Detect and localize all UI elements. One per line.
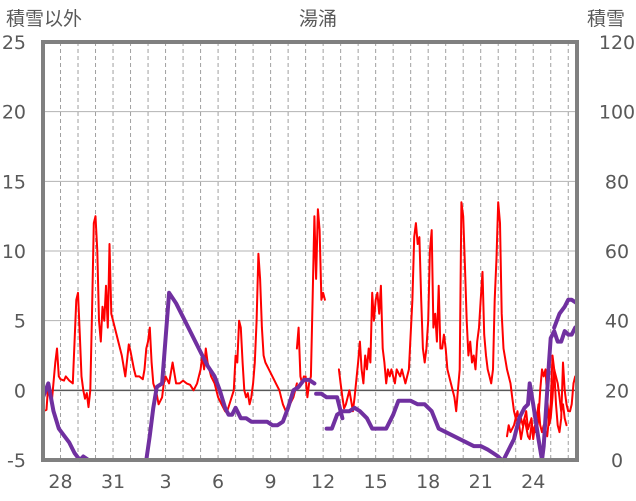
- right-axis-label: 積雪: [587, 8, 625, 30]
- x-tick-label: 21: [469, 471, 493, 493]
- x-tick-label: 9: [265, 471, 277, 493]
- x-tick-label: 28: [48, 471, 72, 493]
- left-tick-label: 5: [14, 311, 26, 333]
- series-snow-depth: [41, 290, 579, 462]
- left-tick-label: 25: [2, 32, 26, 54]
- x-tick-label: 15: [364, 471, 388, 493]
- x-tick-label: 12: [311, 471, 335, 493]
- series-line-segment: [304, 208, 326, 399]
- right-tick-label: 0: [611, 450, 623, 472]
- series-line-segment: [295, 326, 305, 385]
- x-tick-label: 3: [160, 471, 172, 493]
- left-tick-label: -5: [7, 450, 26, 472]
- series-layer: [41, 201, 579, 462]
- left-axis-label: 積雪以外: [6, 8, 82, 30]
- x-tick-label: 31: [101, 471, 125, 493]
- x-axis-ticks: 28 31 3 6 9 12 15 18 21 24: [48, 471, 545, 493]
- series-line-segment: [42, 215, 298, 414]
- right-tick-label: 120: [599, 32, 635, 54]
- left-tick-label: 15: [2, 171, 26, 193]
- series-line-segment: [314, 391, 345, 421]
- series-line-segment: [41, 290, 317, 462]
- left-axis-ticks: -5 0 5 10 15 20 25: [2, 32, 26, 472]
- right-tick-label: 100: [599, 102, 635, 124]
- x-tick-label: 18: [416, 471, 440, 493]
- series-line-segment: [324, 398, 518, 462]
- x-tick-label: 6: [212, 471, 224, 493]
- right-tick-label: 60: [605, 241, 629, 263]
- series-other: [42, 201, 578, 441]
- x-tick-label: 24: [521, 471, 545, 493]
- series-line-segment: [552, 297, 579, 330]
- right-axis-ticks: 0 20 40 60 80 100 120: [599, 32, 635, 472]
- plot-frame: [41, 40, 579, 462]
- left-tick-label: 10: [2, 241, 26, 263]
- series-line-segment: [501, 325, 578, 462]
- chart-title: 湯涌: [299, 8, 337, 30]
- right-tick-label: 80: [605, 171, 629, 193]
- left-tick-label: 20: [2, 102, 26, 124]
- series-line-segment: [337, 201, 578, 441]
- horizontal-gridlines: [43, 111, 577, 322]
- right-tick-label: 40: [605, 311, 629, 333]
- left-tick-label: 0: [14, 380, 26, 402]
- right-tick-label: 20: [605, 380, 629, 402]
